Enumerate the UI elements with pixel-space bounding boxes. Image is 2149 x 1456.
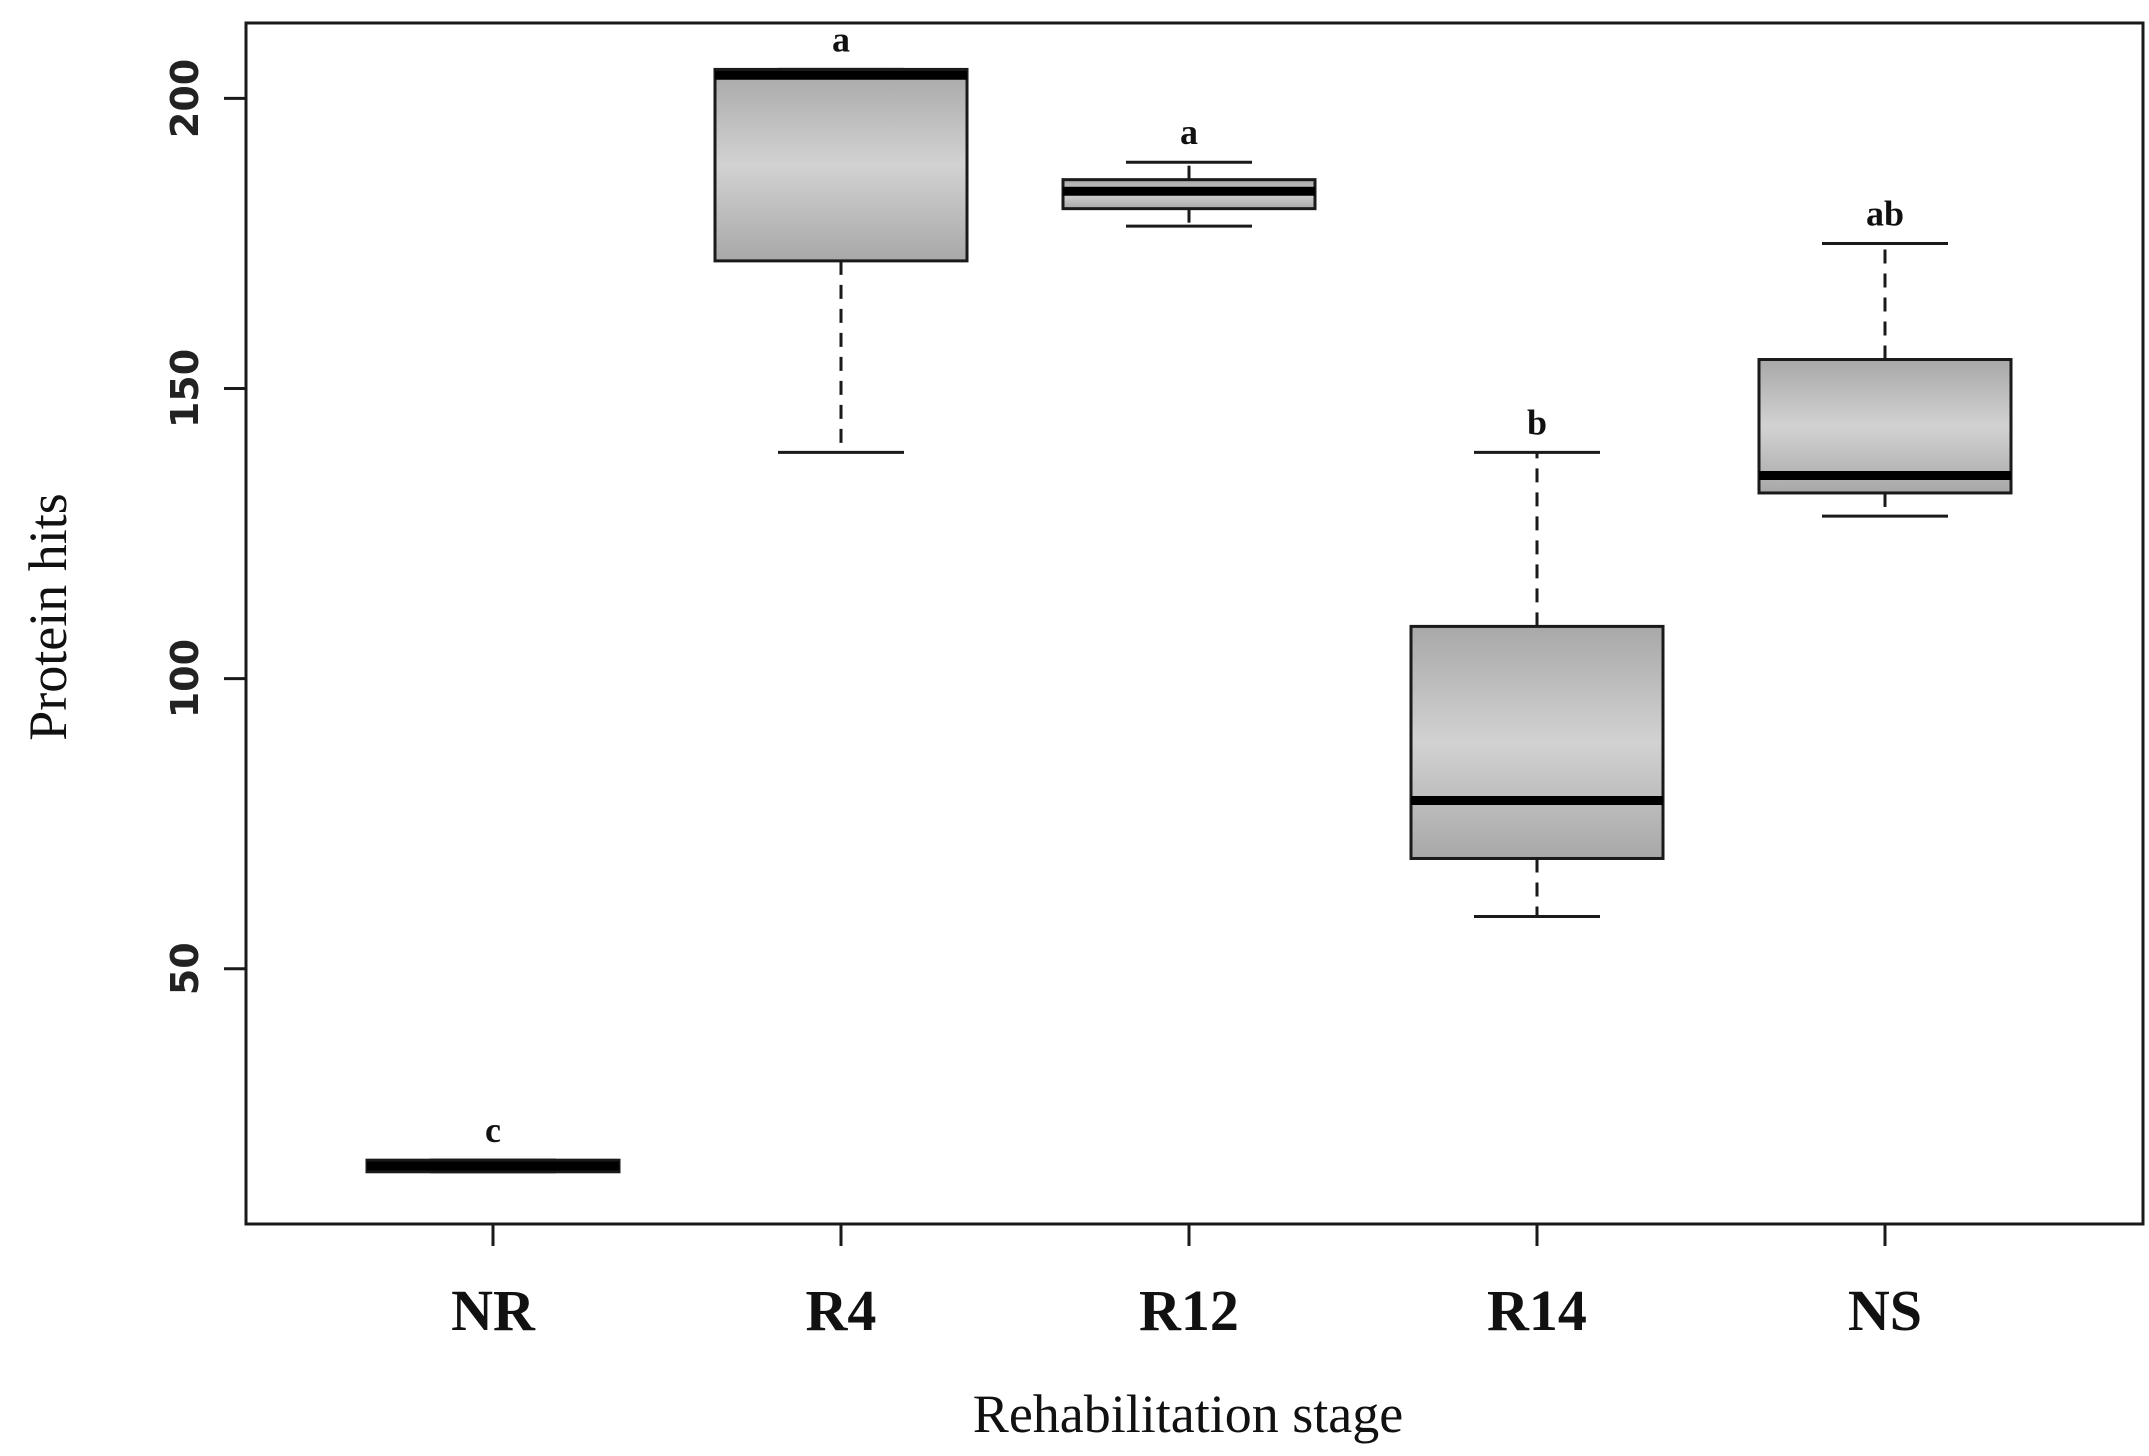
box-r4: a xyxy=(713,19,969,454)
significance-label: c xyxy=(485,1110,501,1150)
x-tick-label: NR xyxy=(451,1278,536,1343)
x-tick-label: R14 xyxy=(1487,1278,1587,1343)
significance-label: ab xyxy=(1866,193,1904,233)
x-axis: NR R4 R12 R14 NS xyxy=(451,1222,1922,1343)
x-axis-title: Rehabilitation stage xyxy=(973,1384,1403,1444)
box-r14: b xyxy=(1409,402,1665,918)
y-tick-label: 200 xyxy=(163,59,207,138)
y-axis-title: Protein hits xyxy=(18,493,78,741)
significance-label: b xyxy=(1527,402,1547,442)
significance-label: a xyxy=(1180,112,1198,152)
box-nr: c xyxy=(365,1110,621,1174)
y-tick-label: 50 xyxy=(163,942,207,995)
x-tick-label: NS xyxy=(1848,1278,1922,1343)
box-ns: ab xyxy=(1757,193,2013,518)
y-tick-label: 100 xyxy=(163,639,207,718)
x-tick-label: R4 xyxy=(806,1278,877,1343)
box-iqr xyxy=(713,67,969,263)
box-iqr xyxy=(1409,624,1665,860)
box-iqr xyxy=(1757,358,2013,495)
y-axis: 50 100 150 200 xyxy=(163,59,248,995)
box-r12: a xyxy=(1061,112,1317,228)
y-tick-label: 150 xyxy=(163,349,207,428)
x-tick-label: R12 xyxy=(1139,1278,1239,1343)
significance-label: a xyxy=(832,19,850,59)
